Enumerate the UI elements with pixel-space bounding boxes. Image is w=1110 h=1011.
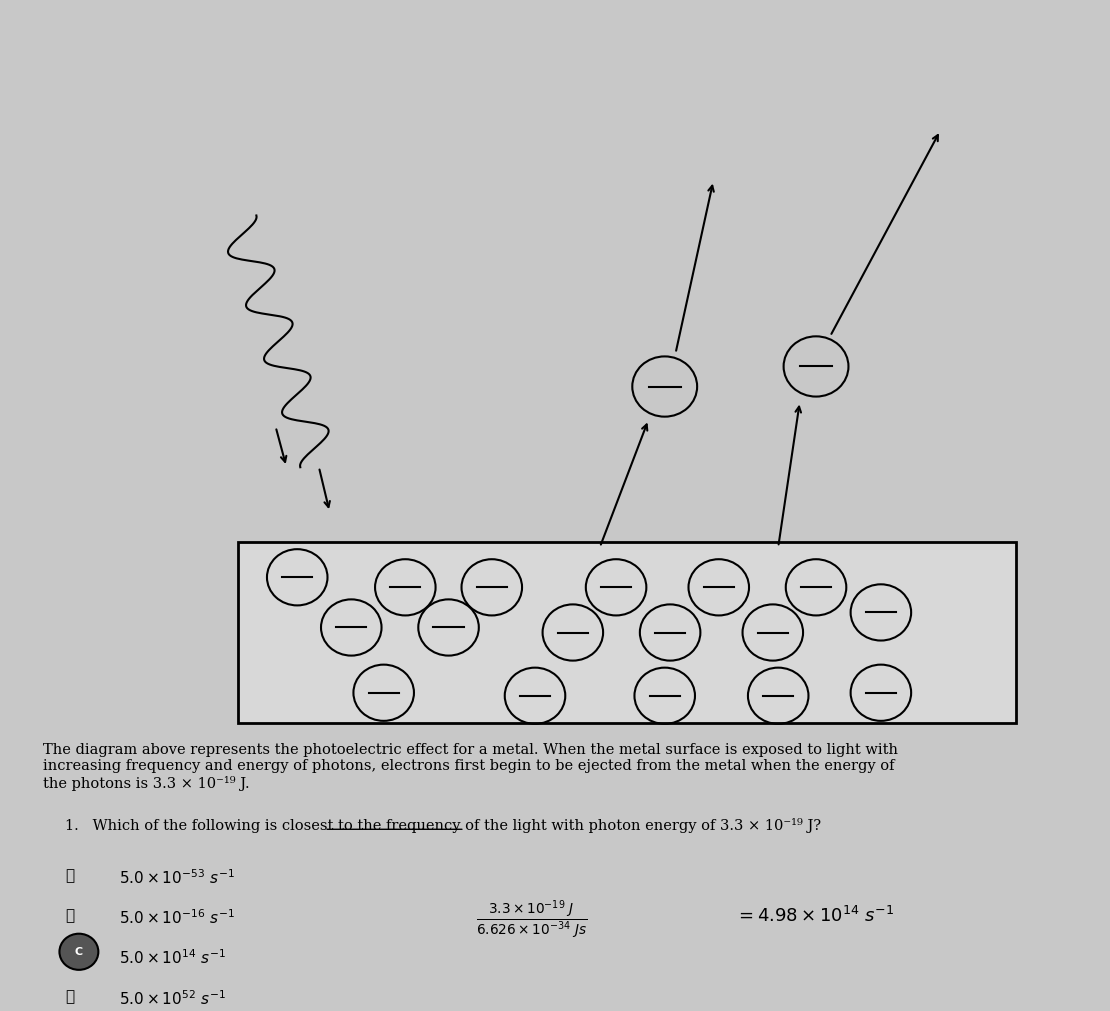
Text: $5.0 \times 10^{-16}\ s^{-1}$: $5.0 \times 10^{-16}\ s^{-1}$ <box>119 909 234 927</box>
Text: $5.0 \times 10^{52}\ s^{-1}$: $5.0 \times 10^{52}\ s^{-1}$ <box>119 989 225 1008</box>
Text: Ⓐ: Ⓐ <box>64 868 74 884</box>
Text: 1.   Which of the following is closest to the frequency of the light with photon: 1. Which of the following is closest to … <box>64 818 821 833</box>
Text: $5.0 \times 10^{14}\ s^{-1}$: $5.0 \times 10^{14}\ s^{-1}$ <box>119 948 225 968</box>
Circle shape <box>60 934 99 970</box>
Text: Ⓑ: Ⓑ <box>64 909 74 924</box>
Text: $5.0 \times 10^{-53}\ s^{-1}$: $5.0 \times 10^{-53}\ s^{-1}$ <box>119 868 234 887</box>
Text: $\frac{3.3 \times 10^{-19}\ J}{6.626 \times 10^{-34}\ Js}$: $\frac{3.3 \times 10^{-19}\ J}{6.626 \ti… <box>475 899 587 941</box>
Text: The diagram above represents the photoelectric effect for a metal. When the meta: The diagram above represents the photoel… <box>43 743 898 791</box>
Text: Ⓓ: Ⓓ <box>64 989 74 1004</box>
Text: $= 4.98 \times 10^{14}\ s^{-1}$: $= 4.98 \times 10^{14}\ s^{-1}$ <box>735 906 895 926</box>
FancyBboxPatch shape <box>238 542 1016 723</box>
Text: C: C <box>74 946 83 956</box>
